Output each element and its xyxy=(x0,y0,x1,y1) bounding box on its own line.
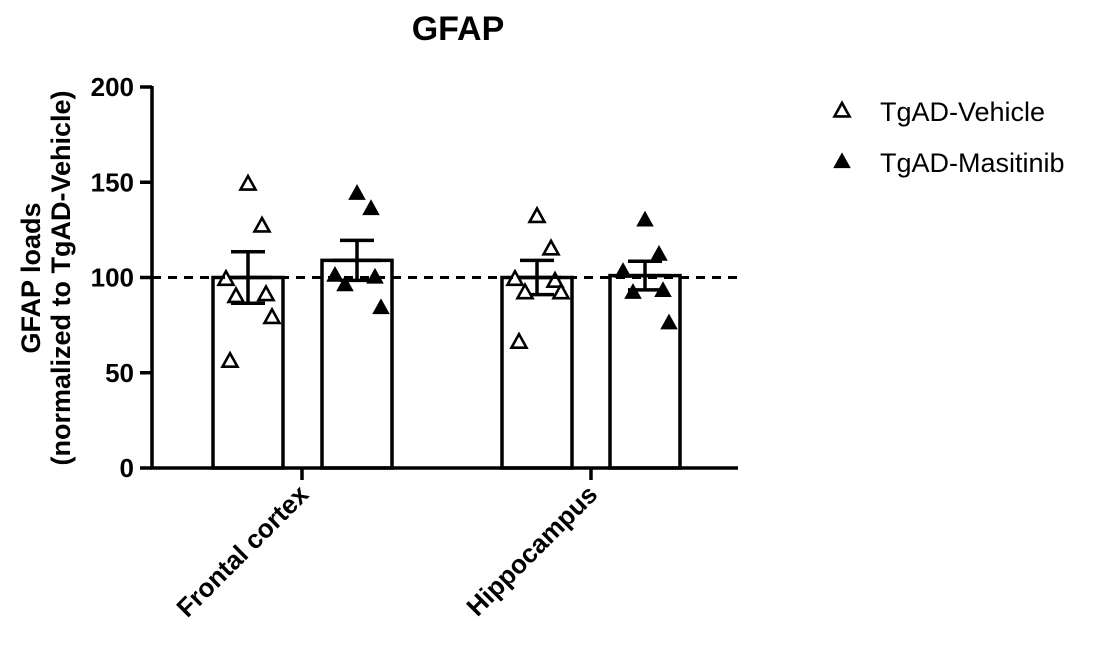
data-point-vehicle xyxy=(262,306,282,325)
data-point-vehicle xyxy=(551,281,571,300)
data-point-vehicle xyxy=(226,285,246,304)
legend-entry-vehicle: TgAD-Vehicle xyxy=(832,97,1045,127)
data-point-vehicle xyxy=(541,238,561,256)
data-point-masitinib xyxy=(636,210,654,227)
data-point-vehicle xyxy=(545,270,565,289)
legend-entry-masitinib: TgAD-Masitinib xyxy=(833,148,1065,178)
data-point-masitinib xyxy=(660,313,678,330)
bar-vehicle-hippocampus xyxy=(500,275,574,470)
bars-layer xyxy=(211,258,682,470)
error-bar-masitinib-hippocampus xyxy=(621,259,669,292)
y-tick-label: 150 xyxy=(91,167,134,197)
data-point-masitinib xyxy=(372,298,390,315)
data-point-vehicle xyxy=(527,205,547,224)
data-point-vehicle xyxy=(220,350,240,369)
data-point-vehicle xyxy=(509,331,529,349)
y-tick-label: 0 xyxy=(120,453,134,483)
data-point-vehicle xyxy=(238,173,258,191)
error-bars-layer xyxy=(224,238,669,305)
data-point-masitinib xyxy=(614,262,632,278)
points-layer xyxy=(216,173,678,369)
legend-label: TgAD-Vehicle xyxy=(880,97,1045,127)
y-axis-label-line2: (normalized to TgAD-Vehicle) xyxy=(46,90,76,465)
data-point-masitinib xyxy=(654,281,672,297)
data-point-masitinib xyxy=(348,184,366,200)
y-tick-label: 100 xyxy=(91,263,134,293)
data-point-masitinib xyxy=(336,275,354,292)
legend-label: TgAD-Masitinib xyxy=(880,148,1065,178)
legend-marker xyxy=(832,100,852,118)
bar-vehicle-frontal-cortex xyxy=(211,275,285,470)
chart-title: GFAP xyxy=(412,10,505,48)
y-tick-label: 200 xyxy=(91,72,134,102)
bar-masitinib-hippocampus xyxy=(608,273,682,470)
y-tick-label: 50 xyxy=(105,358,134,388)
y-axis-label-line1: GFAP loads xyxy=(16,202,46,353)
legend-marker xyxy=(833,152,851,169)
data-point-masitinib xyxy=(362,199,380,216)
x-tick-label: Hippocampus xyxy=(460,479,603,622)
data-point-vehicle xyxy=(515,281,535,300)
y-axis-label: GFAP loads (normalized to TgAD-Vehicle) xyxy=(16,90,76,465)
data-point-vehicle xyxy=(252,215,272,233)
data-point-vehicle xyxy=(256,283,276,302)
data-point-masitinib xyxy=(624,283,642,299)
x-tick-label: Frontal cortex xyxy=(170,479,314,623)
data-point-masitinib xyxy=(650,244,668,261)
bar-masitinib-frontal-cortex xyxy=(320,258,394,470)
legend: TgAD-Vehicle TgAD-Masitinib xyxy=(832,97,1065,178)
